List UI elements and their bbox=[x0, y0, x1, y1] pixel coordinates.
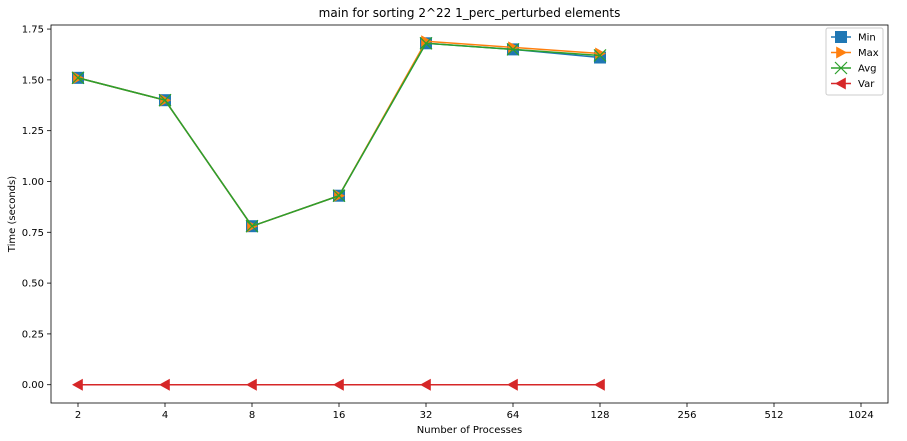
x-tick-label: 128 bbox=[590, 410, 609, 421]
legend-label-var: Var bbox=[858, 79, 875, 90]
data-point-var bbox=[246, 378, 257, 391]
series-layer bbox=[71, 35, 607, 391]
plot-frame bbox=[50, 24, 889, 404]
x-tick-label: 32 bbox=[420, 410, 433, 421]
x-tick-label: 512 bbox=[764, 410, 783, 421]
data-point-avg bbox=[158, 93, 172, 107]
data-point-avg bbox=[71, 71, 85, 85]
x-tick-label: 16 bbox=[333, 410, 346, 421]
y-tick-label: 1.50 bbox=[22, 75, 44, 86]
legend-box bbox=[825, 27, 884, 96]
legend-marker-min bbox=[835, 31, 847, 43]
y-tick-label: 1.25 bbox=[22, 126, 44, 137]
legend-label-min: Min bbox=[858, 33, 876, 44]
legend-label-max: Max bbox=[858, 48, 879, 59]
series-min bbox=[72, 37, 606, 233]
data-point-avg bbox=[245, 219, 259, 233]
y-axis-label: Time (seconds) bbox=[7, 176, 18, 253]
data-point-avg bbox=[419, 36, 433, 50]
legend-marker-avg bbox=[834, 61, 848, 75]
data-point-var bbox=[507, 378, 518, 391]
data-point-var bbox=[72, 378, 83, 391]
y-tick-label: 0.75 bbox=[22, 228, 44, 239]
data-point-max bbox=[421, 35, 432, 48]
legend-item-var: Var bbox=[831, 77, 875, 90]
data-point-avg bbox=[506, 42, 520, 56]
chart-title: main for sorting 2^22 1_perc_perturbed e… bbox=[319, 6, 621, 20]
legend-label-avg: Avg bbox=[858, 64, 877, 75]
x-axis-label: Number of Processes bbox=[417, 425, 522, 436]
legend-item-max: Max bbox=[831, 46, 879, 59]
legend-marker-var bbox=[835, 77, 846, 90]
legend: Min Max Avg Var bbox=[825, 27, 884, 96]
axis-ticks: 2 4 8 16 32 64 128 256 512 1024 0.00 0.25 0.50 0.75 1.… bbox=[22, 25, 874, 421]
x-tick-label: 8 bbox=[249, 410, 255, 421]
y-tick-label: 1.75 bbox=[22, 25, 44, 36]
series-avg bbox=[71, 36, 607, 233]
x-tick-label: 2 bbox=[75, 410, 81, 421]
y-tick-label: 0.00 bbox=[22, 380, 44, 391]
data-point-var bbox=[333, 378, 344, 391]
x-tick-label: 64 bbox=[507, 410, 520, 421]
data-point-var bbox=[159, 378, 170, 391]
data-point-var bbox=[594, 378, 605, 391]
data-point-avg bbox=[593, 49, 607, 62]
data-point-var bbox=[420, 378, 431, 391]
y-tick-label: 1.00 bbox=[22, 177, 44, 188]
x-tick-label: 4 bbox=[162, 410, 168, 421]
y-tick-label: 0.25 bbox=[22, 329, 44, 340]
legend-item-avg: Avg bbox=[831, 61, 877, 75]
series-var bbox=[72, 378, 605, 391]
x-tick-label: 256 bbox=[677, 410, 696, 421]
data-point-avg bbox=[332, 189, 346, 203]
data-point-max bbox=[595, 47, 606, 60]
legend-marker-max bbox=[836, 46, 847, 59]
data-point-max bbox=[508, 41, 519, 54]
y-tick-label: 0.50 bbox=[22, 279, 44, 290]
series-max bbox=[73, 35, 606, 233]
x-tick-label: 1024 bbox=[848, 410, 873, 421]
legend-item-min: Min bbox=[831, 31, 876, 44]
